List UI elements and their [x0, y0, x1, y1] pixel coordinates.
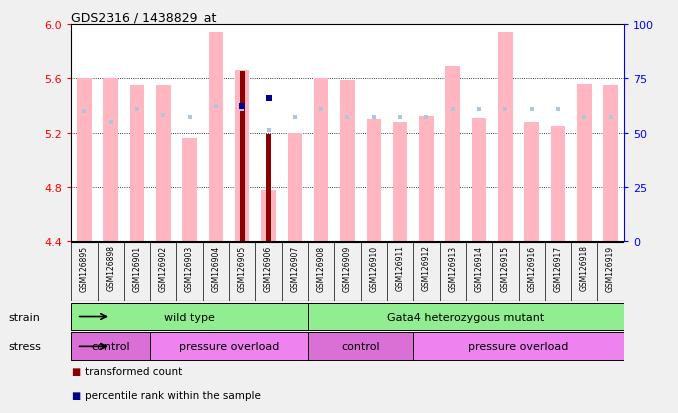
Text: GSM126907: GSM126907 — [290, 245, 300, 291]
Text: GSM126902: GSM126902 — [159, 245, 167, 291]
Bar — [414, 332, 624, 361]
Text: ■: ■ — [71, 366, 81, 376]
Text: GSM126909: GSM126909 — [343, 245, 352, 291]
Bar — [551, 126, 565, 242]
Bar — [71, 303, 308, 331]
Bar — [419, 117, 434, 242]
Text: GSM126919: GSM126919 — [606, 245, 615, 291]
Bar — [261, 190, 276, 242]
Text: GSM126912: GSM126912 — [422, 245, 431, 291]
Text: GSM126895: GSM126895 — [80, 245, 89, 291]
Bar — [308, 303, 624, 331]
Text: ■: ■ — [71, 390, 81, 400]
Text: control: control — [92, 342, 130, 351]
Bar — [129, 86, 144, 242]
Bar — [287, 133, 302, 242]
Text: GDS2316 / 1438829_at: GDS2316 / 1438829_at — [71, 11, 216, 24]
Text: GSM126906: GSM126906 — [264, 245, 273, 291]
Text: Gata4 heterozygous mutant: Gata4 heterozygous mutant — [387, 312, 544, 322]
Text: stress: stress — [9, 342, 41, 351]
Text: GSM126916: GSM126916 — [527, 245, 536, 291]
Bar — [603, 86, 618, 242]
Bar — [314, 79, 328, 242]
Bar — [182, 139, 197, 242]
Bar — [71, 332, 150, 361]
Bar — [367, 120, 381, 242]
Bar — [150, 332, 308, 361]
Text: GSM126911: GSM126911 — [395, 245, 405, 291]
Text: strain: strain — [9, 312, 41, 322]
Text: GSM126917: GSM126917 — [553, 245, 563, 291]
Bar — [340, 81, 355, 242]
Bar — [308, 332, 414, 361]
Bar — [240, 72, 245, 242]
Text: GSM126908: GSM126908 — [317, 245, 325, 291]
Text: transformed count: transformed count — [85, 366, 182, 376]
Text: wild type: wild type — [164, 312, 215, 322]
Text: GSM126918: GSM126918 — [580, 245, 589, 291]
Text: GSM126915: GSM126915 — [501, 245, 510, 291]
Text: GSM126904: GSM126904 — [212, 245, 220, 291]
Bar — [77, 79, 92, 242]
Bar — [156, 86, 171, 242]
Bar — [524, 122, 539, 242]
Bar — [209, 33, 223, 242]
Bar — [445, 67, 460, 242]
Bar — [577, 84, 591, 242]
Bar — [393, 122, 407, 242]
Bar — [235, 71, 250, 242]
Text: GSM126913: GSM126913 — [448, 245, 457, 291]
Text: GSM126905: GSM126905 — [238, 245, 247, 291]
Text: GSM126898: GSM126898 — [106, 245, 115, 291]
Bar — [266, 135, 271, 242]
Text: GSM126914: GSM126914 — [475, 245, 483, 291]
Text: percentile rank within the sample: percentile rank within the sample — [85, 390, 260, 400]
Text: GSM126903: GSM126903 — [185, 245, 194, 291]
Bar — [104, 79, 118, 242]
Text: pressure overload: pressure overload — [179, 342, 279, 351]
Text: GSM126910: GSM126910 — [370, 245, 378, 291]
Text: control: control — [341, 342, 380, 351]
Text: pressure overload: pressure overload — [468, 342, 569, 351]
Bar — [498, 33, 513, 242]
Text: GSM126901: GSM126901 — [132, 245, 142, 291]
Bar — [472, 118, 486, 242]
